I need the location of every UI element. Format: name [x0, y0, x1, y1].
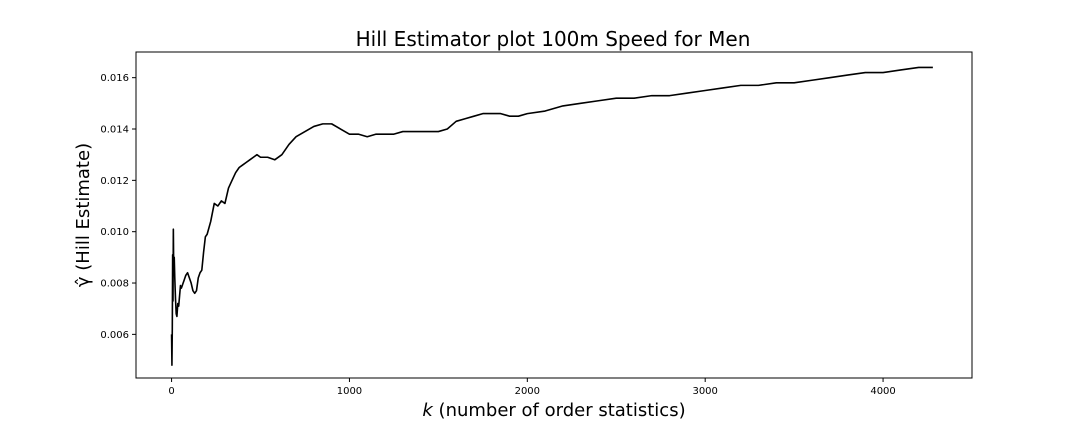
- x-tick-label: 4000: [870, 386, 895, 397]
- y-axis: 0.006 0.008 0.010 0.012 0.014 0.016: [100, 73, 136, 341]
- y-tick-label: 0.016: [100, 73, 129, 84]
- y-tick-label: 0.014: [100, 125, 129, 136]
- x-axis-label-var: k: [422, 400, 434, 421]
- chart-title: Hill Estimator plot 100m Speed for Men: [356, 27, 751, 51]
- x-axis-label-text: (number of order statistics): [433, 400, 686, 421]
- x-tick-label: 0: [168, 386, 174, 397]
- x-axis: 0 1000 2000 3000 4000: [168, 378, 896, 397]
- x-tick-label: 3000: [692, 386, 717, 397]
- series-line: [170, 66, 933, 366]
- y-tick-label: 0.006: [100, 330, 129, 341]
- y-tick-label: 0.010: [100, 227, 129, 238]
- y-tick-label: 0.008: [100, 279, 129, 290]
- x-axis-label: k (number of order statistics): [422, 400, 685, 421]
- plot-area: [135, 51, 973, 379]
- plot-frame: [135, 51, 973, 379]
- x-tick-label: 1000: [337, 386, 362, 397]
- y-axis-label: γ̂ (Hill Estimate): [73, 143, 94, 287]
- x-tick-label: 2000: [515, 386, 540, 397]
- y-tick-label: 0.012: [100, 176, 129, 187]
